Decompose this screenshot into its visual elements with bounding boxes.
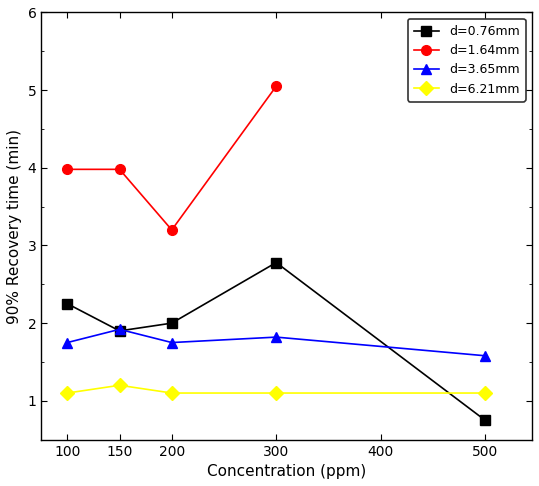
Legend: d=0.76mm, d=1.64mm, d=3.65mm, d=6.21mm: d=0.76mm, d=1.64mm, d=3.65mm, d=6.21mm (407, 18, 526, 102)
d=3.65mm (482, 353, 488, 359)
d=1.64mm (116, 166, 123, 172)
Line: d=6.21mm: d=6.21mm (63, 381, 490, 398)
Line: d=0.76mm: d=0.76mm (63, 258, 490, 425)
d=6.21mm (116, 382, 123, 388)
d=0.76mm (273, 260, 279, 265)
d=1.64mm (64, 166, 71, 172)
d=0.76mm (482, 417, 488, 423)
d=0.76mm (116, 328, 123, 334)
d=3.65mm (169, 340, 175, 346)
d=0.76mm (64, 301, 71, 307)
X-axis label: Concentration (ppm): Concentration (ppm) (207, 464, 367, 479)
d=3.65mm (64, 340, 71, 346)
Y-axis label: 90% Recovery time (min): 90% Recovery time (min) (7, 128, 22, 324)
Line: d=3.65mm: d=3.65mm (63, 325, 490, 361)
d=6.21mm (169, 390, 175, 396)
d=3.65mm (273, 334, 279, 340)
d=1.64mm (169, 227, 175, 233)
d=6.21mm (482, 390, 488, 396)
d=6.21mm (64, 390, 71, 396)
d=3.65mm (116, 327, 123, 332)
d=0.76mm (169, 320, 175, 326)
d=6.21mm (273, 390, 279, 396)
Line: d=1.64mm: d=1.64mm (63, 81, 281, 235)
d=1.64mm (273, 83, 279, 89)
